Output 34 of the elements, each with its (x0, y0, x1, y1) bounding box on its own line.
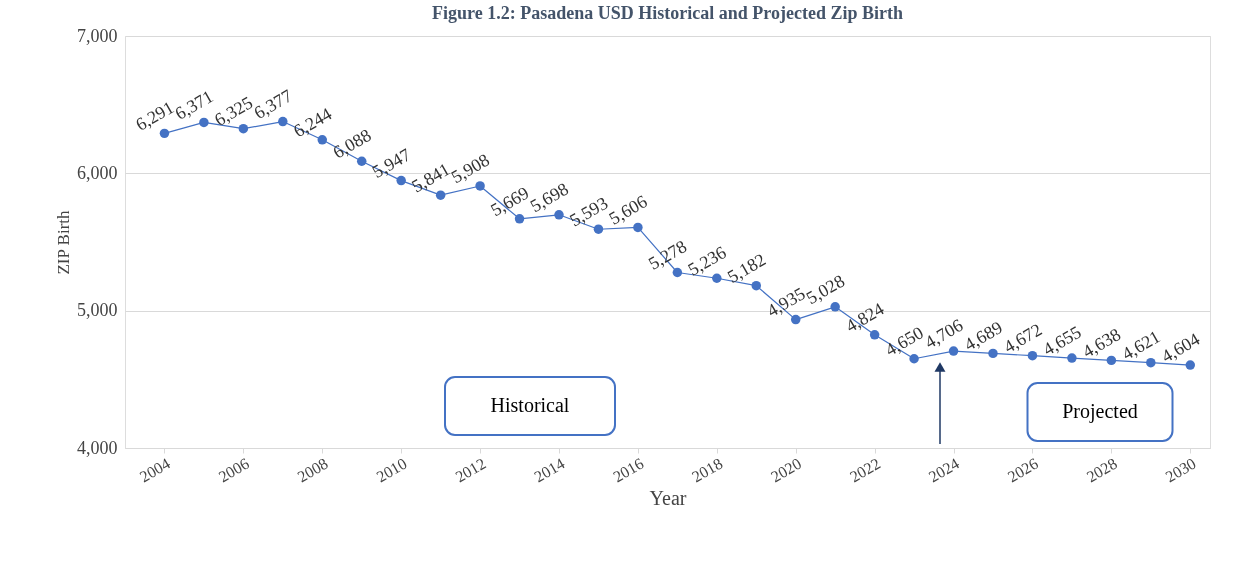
annotation: Historical (490, 394, 570, 416)
point (1027, 350, 1038, 361)
annotation: Projected (1062, 400, 1138, 423)
point (988, 348, 998, 359)
x-tick-label: 2016 (610, 454, 647, 486)
y-tick-label: 7,000 (77, 25, 118, 46)
x-tick-label: 2028 (1083, 454, 1120, 486)
x-tick-label: 2024 (925, 454, 963, 486)
x-tick-label: 2006 (215, 454, 252, 486)
x-tick-label: 2004 (136, 454, 173, 486)
point (869, 330, 880, 340)
x-tick-label: 2018 (689, 454, 726, 486)
point (1106, 355, 1117, 366)
x-tick-label: 2030 (1162, 454, 1199, 486)
x-tick-label: 2014 (531, 454, 568, 486)
x-tick-label: 2022 (846, 454, 884, 486)
x-tick-label: 2010 (373, 454, 410, 486)
point (1185, 360, 1196, 370)
y-axis-title: ZIP Birth (54, 209, 73, 275)
chart-title: Figure 1.2: Pasadena USD Historical and Projected Zip Birth (432, 3, 903, 23)
x-tick-label: 2012 (452, 454, 489, 486)
y-tick-label: 5,000 (77, 300, 118, 321)
point (948, 346, 959, 356)
point (1067, 353, 1077, 363)
x-tick-label: 2008 (294, 454, 331, 486)
y-tick-label: 4,000 (77, 437, 118, 458)
point (909, 354, 919, 364)
point (1146, 357, 1156, 368)
y-tick-label: 6,000 (77, 162, 118, 183)
point (790, 314, 801, 325)
x-tick-label: 2020 (768, 454, 805, 486)
x-axis-title: Year (649, 487, 687, 510)
point (317, 135, 328, 145)
x-tick-label: 2026 (1004, 454, 1041, 486)
